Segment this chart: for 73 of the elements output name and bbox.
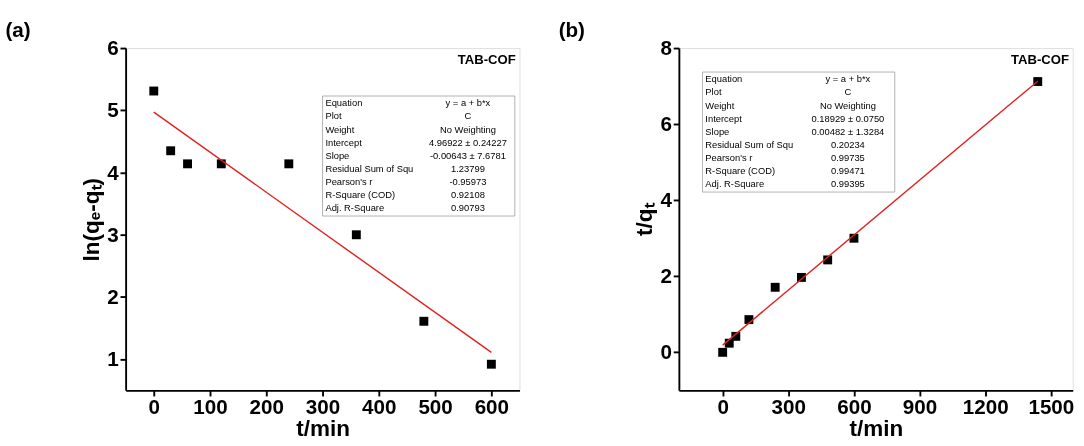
chart-title: (a) <box>5 17 31 41</box>
annotation: Slope <box>325 150 350 161</box>
y-tick-label: 8 <box>660 36 672 60</box>
x-tick-label: 0 <box>148 395 160 419</box>
x-tick-label: 1500 <box>1028 395 1075 419</box>
annotation: -0.95973 <box>449 177 487 188</box>
y-axis-title: ln(qₑ-qₜ) <box>78 177 104 262</box>
y-tick-label: 6 <box>660 112 672 136</box>
annotation: R-Square (COD) <box>705 166 776 177</box>
annotation: C <box>464 111 472 122</box>
annotation: Intercept <box>325 137 363 148</box>
annotation: Adj. R-Square <box>325 203 385 214</box>
point <box>351 230 361 240</box>
annotation: 0.92108 <box>451 190 485 201</box>
x-tick-label: 100 <box>193 395 228 419</box>
y-tick-label: 2 <box>660 264 672 288</box>
annotation: 1.23799 <box>451 163 485 174</box>
annotation: Slope <box>705 126 730 137</box>
annotation: 0.99395 <box>830 179 865 190</box>
y-tick-label: 4 <box>107 160 120 184</box>
y-tick-label: 5 <box>107 98 119 122</box>
annotation: Equation <box>325 98 363 109</box>
x-tick-label: 0 <box>717 395 729 419</box>
annotation: y = a + b*x <box>825 74 871 85</box>
annotation: Plot <box>705 87 722 98</box>
annotation: Equation <box>705 74 743 85</box>
annotation: -0.00643 ± 7.6781 <box>429 150 506 161</box>
annotation: 4.96922 ± 0.24227 <box>428 137 507 148</box>
point <box>166 146 176 156</box>
annotation: 0.90793 <box>451 203 485 214</box>
point <box>284 159 294 169</box>
chart-title: (b) <box>558 17 585 41</box>
annotation: Intercept <box>705 113 743 124</box>
point <box>486 359 496 369</box>
y-axis-title: t/qₜ <box>631 202 657 236</box>
annotation: y = a + b*x <box>445 98 491 109</box>
annotation: Pearson's r <box>325 177 373 188</box>
annotation: 0.20234 <box>830 140 865 150</box>
x-tick-label: 400 <box>362 395 397 419</box>
annotation: C <box>844 87 852 98</box>
y-tick-label: 2 <box>107 285 119 309</box>
annotation: Residual Sum of Squ <box>705 140 794 150</box>
annotation: 0.99471 <box>830 166 865 177</box>
annotation: Residual Sum of Squ <box>325 163 414 174</box>
y-tick-label: 3 <box>107 222 119 246</box>
x-tick-label: 300 <box>771 395 806 419</box>
point <box>419 316 429 326</box>
y-tick-label: 4 <box>660 188 673 212</box>
annotation: TAB-COF <box>457 52 516 68</box>
annotation: Adj. R-Square <box>705 179 765 190</box>
point <box>718 347 728 357</box>
annotation: 0.99735 <box>830 153 865 164</box>
point <box>770 282 780 292</box>
annotation: 0.00482 ± 1.3284 <box>811 126 885 137</box>
annotation: No Weighting <box>439 124 496 135</box>
annotation: Weight <box>705 100 735 111</box>
point <box>149 86 159 96</box>
annotation: Plot <box>325 111 342 122</box>
y-tick-label: 6 <box>107 36 119 60</box>
x-tick-label: 1200 <box>962 395 1009 419</box>
annotation: Pearson's r <box>705 153 753 164</box>
annotation: TAB-COF <box>1010 52 1069 68</box>
x-tick-label: 500 <box>418 395 453 419</box>
y-tick-label: 1 <box>107 347 119 371</box>
y-tick-label: 0 <box>660 340 672 364</box>
annotation: 0.18929 ± 0.0750 <box>811 113 885 124</box>
x-tick-label: 600 <box>474 395 510 419</box>
annotation: No Weighting <box>819 100 876 111</box>
x-tick-label: 900 <box>902 395 938 419</box>
point <box>183 159 192 169</box>
x-tick-label: 200 <box>249 395 284 419</box>
annotation: R-Square (COD) <box>325 190 396 201</box>
annotation: Weight <box>325 124 355 135</box>
